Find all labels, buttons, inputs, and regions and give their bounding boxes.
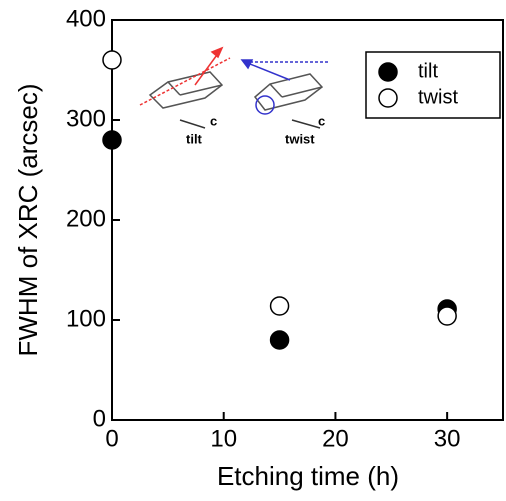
- y-tick-label: 400: [66, 5, 106, 32]
- y-axis-label: FWHM of XRC (arcsec): [13, 84, 43, 357]
- inset-label: tilt: [186, 131, 203, 146]
- marker: [269, 296, 290, 316]
- legend-label: twist: [418, 86, 458, 108]
- legend-label: tilt: [418, 60, 438, 82]
- legend-marker: [378, 62, 398, 82]
- x-tick-label: 10: [210, 425, 237, 452]
- marker: [102, 130, 122, 150]
- x-tick-label: 30: [434, 425, 461, 452]
- inset-label: c: [318, 113, 325, 128]
- inset-twist: [240, 59, 330, 129]
- inset-label: twist: [285, 131, 315, 146]
- y-tick-label: 200: [66, 205, 106, 232]
- inset-tilt: [139, 46, 231, 129]
- y-tick-label: 100: [66, 305, 106, 332]
- y-tick-label: 0: [93, 405, 106, 432]
- marker: [437, 306, 457, 326]
- x-tick-label: 0: [105, 425, 118, 452]
- x-tick-label: 20: [322, 425, 349, 452]
- x-axis-label: Etching time (h): [217, 461, 399, 491]
- y-tick-label: 300: [66, 105, 106, 132]
- marker: [269, 330, 290, 350]
- legend-marker: [378, 88, 398, 108]
- inset-label: c: [210, 113, 217, 128]
- marker: [102, 50, 122, 70]
